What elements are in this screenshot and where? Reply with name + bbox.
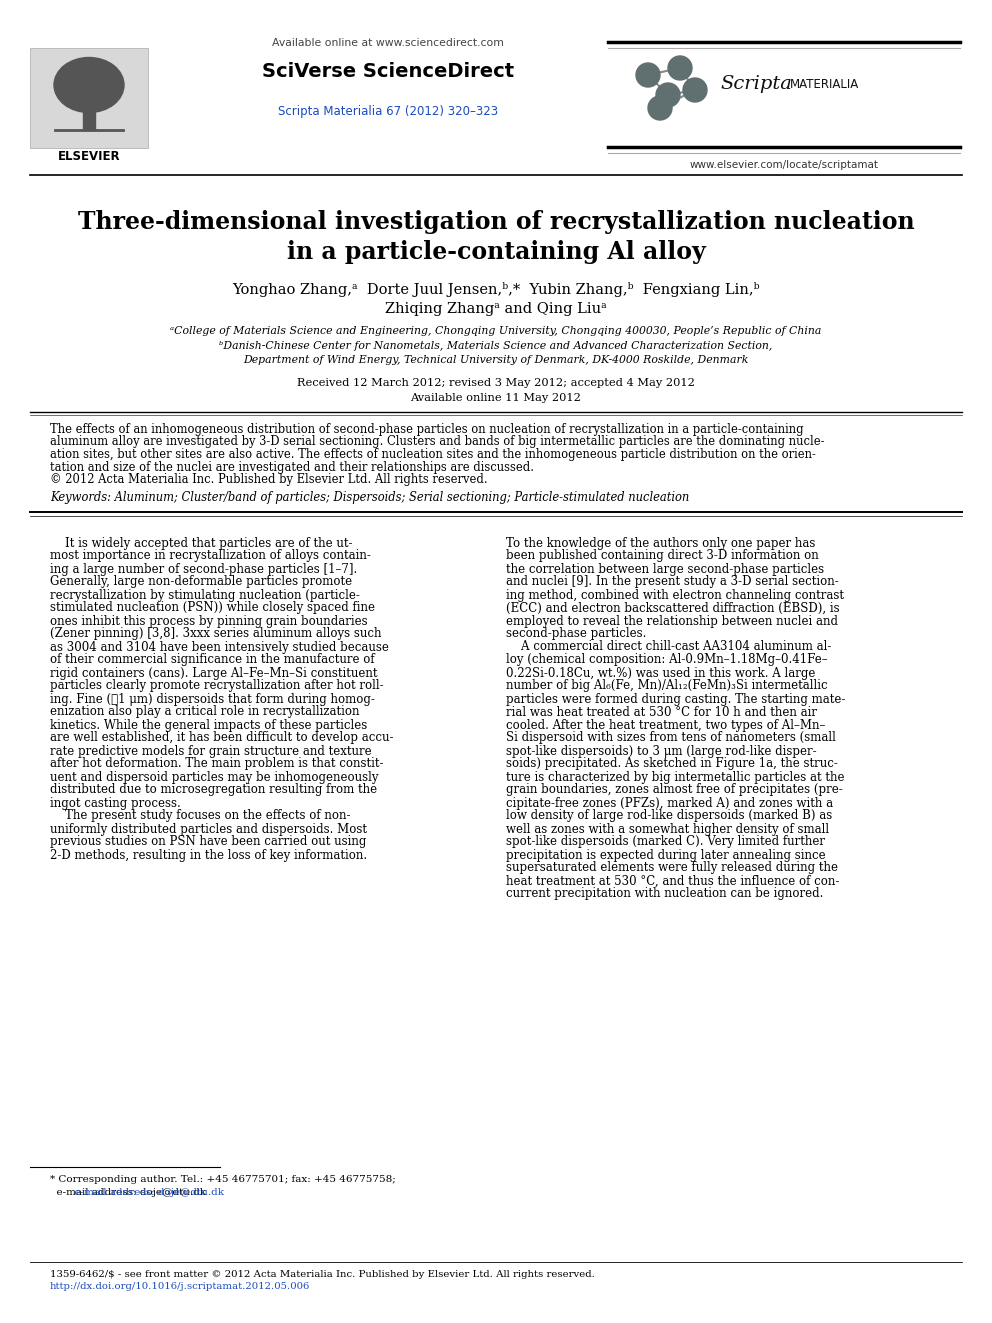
Text: previous studies on PSN have been carried out using: previous studies on PSN have been carrie… (50, 836, 366, 848)
Text: number of big Al₆(Fe, Mn)/Al₁₂(FeMn)₃Si intermetallic: number of big Al₆(Fe, Mn)/Al₁₂(FeMn)₃Si … (506, 680, 827, 692)
Text: particles clearly promote recrystallization after hot roll-: particles clearly promote recrystallizat… (50, 680, 384, 692)
Text: Scripta Materialia 67 (2012) 320–323: Scripta Materialia 67 (2012) 320–323 (278, 105, 498, 118)
Text: spot-like dispersoids) to 3 μm (large rod-like disper-: spot-like dispersoids) to 3 μm (large ro… (506, 745, 816, 758)
Text: The effects of an inhomogeneous distribution of second-phase particles on nuclea: The effects of an inhomogeneous distribu… (50, 423, 804, 437)
Text: well as zones with a somewhat higher density of small: well as zones with a somewhat higher den… (506, 823, 829, 836)
Text: enization also play a critical role in recrystallization: enization also play a critical role in r… (50, 705, 359, 718)
Text: current precipitation with nucleation can be ignored.: current precipitation with nucleation ca… (506, 888, 823, 901)
Text: www.elsevier.com/locate/scriptamat: www.elsevier.com/locate/scriptamat (689, 160, 879, 169)
Text: Keywords: Aluminum; Cluster/band of particles; Dispersoids; Serial sectioning; P: Keywords: Aluminum; Cluster/band of part… (50, 492, 689, 504)
Text: 1359-6462/$ - see front matter © 2012 Acta Materialia Inc. Published by Elsevier: 1359-6462/$ - see front matter © 2012 Ac… (50, 1270, 595, 1279)
Text: precipitation is expected during later annealing since: precipitation is expected during later a… (506, 848, 825, 861)
Text: ELSEVIER: ELSEVIER (58, 149, 120, 163)
Text: particles were formed during casting. The starting mate-: particles were formed during casting. Th… (506, 692, 845, 705)
Text: http://dx.doi.org/10.1016/j.scriptamat.2012.05.006: http://dx.doi.org/10.1016/j.scriptamat.2… (50, 1282, 310, 1291)
Circle shape (648, 97, 672, 120)
Text: © 2012 Acta Materialia Inc. Published by Elsevier Ltd. All rights reserved.: © 2012 Acta Materialia Inc. Published by… (50, 474, 488, 486)
Text: stimulated nucleation (PSN)) while closely spaced fine: stimulated nucleation (PSN)) while close… (50, 602, 375, 614)
Text: ing method, combined with electron channeling contrast: ing method, combined with electron chann… (506, 589, 844, 602)
Text: ones inhibit this process by pinning grain boundaries: ones inhibit this process by pinning gra… (50, 614, 368, 627)
Text: ing. Fine (≪1 μm) dispersoids that form during homog-: ing. Fine (≪1 μm) dispersoids that form … (50, 692, 375, 705)
Text: rate predictive models for grain structure and texture: rate predictive models for grain structu… (50, 745, 372, 758)
Text: To the knowledge of the authors only one paper has: To the knowledge of the authors only one… (506, 537, 815, 549)
Text: ing a large number of second-phase particles [1–7].: ing a large number of second-phase parti… (50, 562, 357, 576)
Text: 0.22Si-0.18Cu, wt.%) was used in this work. A large: 0.22Si-0.18Cu, wt.%) was used in this wo… (506, 667, 815, 680)
Text: of their commercial significance in the manufacture of: of their commercial significance in the … (50, 654, 375, 667)
Text: employed to reveal the relationship between nuclei and: employed to reveal the relationship betw… (506, 614, 838, 627)
Text: in a particle-containing Al alloy: in a particle-containing Al alloy (287, 239, 705, 265)
Text: e-mail address: doje@dtu.dk: e-mail address: doje@dtu.dk (50, 1188, 206, 1197)
Circle shape (668, 56, 692, 79)
Circle shape (683, 78, 707, 102)
Text: ᵇDanish-Chinese Center for Nanometals, Materials Science and Advanced Characteri: ᵇDanish-Chinese Center for Nanometals, M… (219, 341, 773, 351)
Text: grain boundaries, zones almost free of precipitates (pre-: grain boundaries, zones almost free of p… (506, 783, 843, 796)
Text: Si dispersoid with sizes from tens of nanometers (small: Si dispersoid with sizes from tens of na… (506, 732, 836, 745)
Text: Department of Wind Energy, Technical University of Denmark, DK-4000 Roskilde, De: Department of Wind Energy, Technical Uni… (243, 355, 749, 365)
Text: heat treatment at 530 °C, and thus the influence of con-: heat treatment at 530 °C, and thus the i… (506, 875, 839, 888)
Text: (Zener pinning) [3,8]. 3xxx series aluminum alloys such: (Zener pinning) [3,8]. 3xxx series alumi… (50, 627, 382, 640)
Text: 2-D methods, resulting in the loss of key information.: 2-D methods, resulting in the loss of ke… (50, 848, 367, 861)
Text: and nuclei [9]. In the present study a 3-D serial section-: and nuclei [9]. In the present study a 3… (506, 576, 839, 589)
Text: tation and size of the nuclei are investigated and their relationships are discu: tation and size of the nuclei are invest… (50, 460, 534, 474)
Text: Available online 11 May 2012: Available online 11 May 2012 (411, 393, 581, 404)
Text: Zhiqing Zhangᵃ and Qing Liuᵃ: Zhiqing Zhangᵃ and Qing Liuᵃ (385, 302, 607, 316)
FancyBboxPatch shape (30, 48, 148, 148)
Text: Scripta: Scripta (720, 75, 792, 93)
Text: uniformly distributed particles and dispersoids. Most: uniformly distributed particles and disp… (50, 823, 367, 836)
Text: recrystallization by stimulating nucleation (particle-: recrystallization by stimulating nucleat… (50, 589, 360, 602)
Text: supersaturated elements were fully released during the: supersaturated elements were fully relea… (506, 861, 838, 875)
Text: as 3004 and 3104 have been intensively studied because: as 3004 and 3104 have been intensively s… (50, 640, 389, 654)
Text: after hot deformation. The main problem is that constit-: after hot deformation. The main problem … (50, 758, 384, 770)
Text: distributed due to microsegregation resulting from the: distributed due to microsegregation resu… (50, 783, 377, 796)
Text: Available online at www.sciencedirect.com: Available online at www.sciencedirect.co… (272, 38, 504, 48)
Text: been published containing direct 3-D information on: been published containing direct 3-D inf… (506, 549, 818, 562)
Text: soids) precipitated. As sketched in Figure 1a, the struc-: soids) precipitated. As sketched in Figu… (506, 758, 838, 770)
Text: the correlation between large second-phase particles: the correlation between large second-pha… (506, 562, 824, 576)
Text: MATERIALIA: MATERIALIA (790, 78, 859, 91)
Text: aluminum alloy are investigated by 3-D serial sectioning. Clusters and bands of : aluminum alloy are investigated by 3-D s… (50, 435, 824, 448)
Text: low density of large rod-like dispersoids (marked B) as: low density of large rod-like dispersoid… (506, 810, 832, 823)
Text: Received 12 March 2012; revised 3 May 2012; accepted 4 May 2012: Received 12 March 2012; revised 3 May 20… (297, 378, 695, 388)
Text: rigid containers (cans). Large Al–Fe–Mn–Si constituent: rigid containers (cans). Large Al–Fe–Mn–… (50, 667, 378, 680)
Text: loy (chemical composition: Al-0.9Mn–1.18Mg–0.41Fe–: loy (chemical composition: Al-0.9Mn–1.18… (506, 654, 827, 667)
Text: A commercial direct chill-cast AA3104 aluminum al-: A commercial direct chill-cast AA3104 al… (506, 640, 831, 654)
Text: SciVerse ScienceDirect: SciVerse ScienceDirect (262, 62, 514, 81)
Text: are well established, it has been difficult to develop accu-: are well established, it has been diffic… (50, 732, 394, 745)
Text: ingot casting process.: ingot casting process. (50, 796, 181, 810)
Circle shape (656, 83, 680, 107)
Bar (83, 95, 95, 130)
Circle shape (636, 64, 660, 87)
Text: kinetics. While the general impacts of these particles: kinetics. While the general impacts of t… (50, 718, 367, 732)
Ellipse shape (54, 57, 124, 112)
Text: uent and dispersoid particles may be inhomogeneously: uent and dispersoid particles may be inh… (50, 770, 379, 783)
Text: cooled. After the heat treatment, two types of Al–Mn–: cooled. After the heat treatment, two ty… (506, 718, 825, 732)
Text: ᵃCollege of Materials Science and Engineering, Chongqing University, Chongqing 4: ᵃCollege of Materials Science and Engine… (171, 325, 821, 336)
Text: e-mail address: doje@dtu.dk: e-mail address: doje@dtu.dk (68, 1188, 224, 1197)
Text: second-phase particles.: second-phase particles. (506, 627, 647, 640)
Text: The present study focuses on the effects of non-: The present study focuses on the effects… (50, 810, 350, 823)
Text: * Corresponding author. Tel.: +45 46775701; fax: +45 46775758;: * Corresponding author. Tel.: +45 467757… (50, 1175, 396, 1184)
Text: cipitate-free zones (PFZs), marked A) and zones with a: cipitate-free zones (PFZs), marked A) an… (506, 796, 833, 810)
Text: most importance in recrystallization of alloys contain-: most importance in recrystallization of … (50, 549, 371, 562)
Text: ture is characterized by big intermetallic particles at the: ture is characterized by big intermetall… (506, 770, 844, 783)
Text: ation sites, but other sites are also active. The effects of nucleation sites an: ation sites, but other sites are also ac… (50, 448, 815, 460)
Text: rial was heat treated at 530 °C for 10 h and then air: rial was heat treated at 530 °C for 10 h… (506, 705, 817, 718)
Text: spot-like dispersoids (marked C). Very limited further: spot-like dispersoids (marked C). Very l… (506, 836, 825, 848)
Text: (ECC) and electron backscattered diffraction (EBSD), is: (ECC) and electron backscattered diffrac… (506, 602, 839, 614)
Text: Three-dimensional investigation of recrystallization nucleation: Three-dimensional investigation of recry… (77, 210, 915, 234)
Text: Generally, large non-deformable particles promote: Generally, large non-deformable particle… (50, 576, 352, 589)
Text: Yonghao Zhang,ᵃ  Dorte Juul Jensen,ᵇ,*  Yubin Zhang,ᵇ  Fengxiang Lin,ᵇ: Yonghao Zhang,ᵃ Dorte Juul Jensen,ᵇ,* Yu… (232, 282, 760, 296)
Text: It is widely accepted that particles are of the ut-: It is widely accepted that particles are… (50, 537, 352, 549)
